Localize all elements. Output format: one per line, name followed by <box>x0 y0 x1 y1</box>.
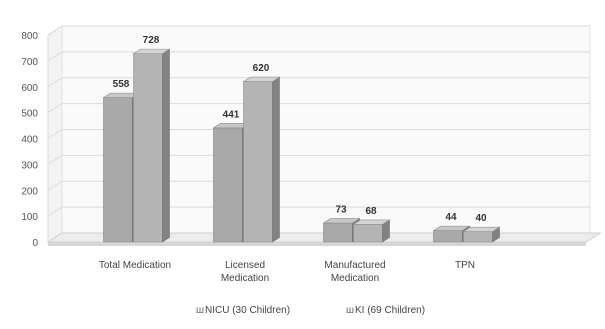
x-tick-label-licensed-medication: Licensed <box>225 260 265 271</box>
bar-ki-69-children-total-medication <box>132 48 171 243</box>
bar-front <box>353 224 383 243</box>
y-tick-label: 300 <box>21 160 38 171</box>
bar-ki-69-children-manufactured-medication <box>352 219 391 243</box>
data-label-nicu-30-children-licensed-medication: 441 <box>223 109 240 120</box>
data-label-ki-69-children-total-medication: 728 <box>143 35 160 46</box>
data-label-nicu-30-children-tpn: 44 <box>445 212 457 223</box>
x-tick-label-manufactured-medication: Manufactured <box>324 260 385 271</box>
x-tick-label-tpn: TPN <box>455 260 475 271</box>
y-tick-label: 500 <box>21 109 38 120</box>
y-tick-label: 400 <box>21 135 38 146</box>
y-tick-label: 800 <box>21 31 38 42</box>
floor-front <box>48 242 586 246</box>
bar-front <box>323 222 353 243</box>
bars <box>102 48 501 243</box>
bar-top <box>132 48 171 54</box>
data-label-nicu-30-children-total-medication: 558 <box>113 79 130 90</box>
legend-label: NICU (30 Children) <box>205 305 290 316</box>
x-tick-label-manufactured-medication: Medication <box>331 273 379 284</box>
legend-label: KI (69 Children) <box>355 305 425 316</box>
y-tick-label: 100 <box>21 212 38 223</box>
data-label-nicu-30-children-manufactured-medication: 73 <box>335 205 347 216</box>
bar-top <box>352 219 391 225</box>
data-labels: 558 728 441 620 73 68 44 40 <box>113 35 487 224</box>
bar-top <box>432 225 471 231</box>
bar-top <box>322 218 361 224</box>
x-axis: Total Medication Licensed Medication Manufa… <box>99 260 475 284</box>
gridline-400 <box>47 129 590 139</box>
legend-item-nicu-30-children: ш NICU (30 Children) <box>196 305 290 316</box>
bar-side <box>162 48 170 243</box>
gridline-800 <box>47 25 590 36</box>
bar-side <box>272 76 280 243</box>
bar-top <box>462 226 501 232</box>
gridlines <box>47 25 590 243</box>
data-label-ki-69-children-licensed-medication: 620 <box>253 63 270 74</box>
x-tick-label-total-medication: Total Medication <box>99 260 171 271</box>
y-tick-label: 600 <box>21 83 38 94</box>
bar-ki-69-children-licensed-medication <box>242 76 281 243</box>
y-tick-label: 200 <box>21 186 38 197</box>
bar-top <box>242 76 281 82</box>
y-tick-label: 0 <box>32 238 38 249</box>
legend-item-ki-69-children: ш KI (69 Children) <box>346 305 425 316</box>
legend: ш NICU (30 Children) ш KI (69 Children) <box>196 305 425 316</box>
bar-front <box>213 127 243 243</box>
gridline-500 <box>47 103 590 114</box>
bar-front <box>133 53 163 243</box>
bar-ki-69-children-tpn <box>462 226 501 243</box>
y-axis: 0 100 200 300 400 500 600 700 800 <box>21 31 38 249</box>
gridline-100 <box>47 206 590 217</box>
bar-front <box>433 230 463 243</box>
x-tick-label-licensed-medication: Medication <box>221 273 269 284</box>
gridline-600 <box>47 77 590 88</box>
gridline-700 <box>47 51 590 62</box>
data-label-ki-69-children-manufactured-medication: 68 <box>365 206 377 217</box>
gridline-200 <box>47 180 590 191</box>
bar-front <box>243 81 273 243</box>
legend-marker: ш <box>346 305 354 316</box>
gridline-300 <box>47 154 590 165</box>
legend-marker: ш <box>196 305 204 316</box>
data-label-ki-69-children-tpn: 40 <box>475 213 487 224</box>
y-tick-label: 700 <box>21 57 38 68</box>
bar-front <box>463 231 493 243</box>
bar-front <box>103 97 133 243</box>
